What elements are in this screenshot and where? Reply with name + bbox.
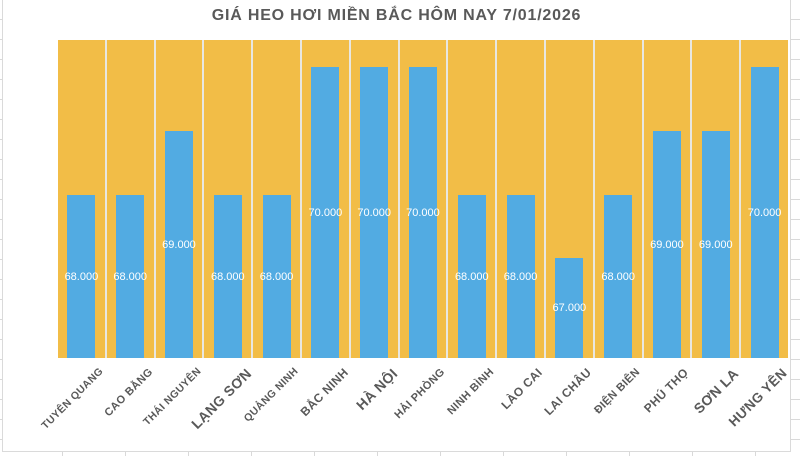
- bar[interactable]: 69.000: [162, 131, 196, 358]
- category-band: 68.000: [448, 40, 496, 358]
- bar[interactable]: 68.000: [65, 195, 98, 358]
- plot-area: 68.000 68.000 69.000 68.000 68.000 70.000 70.0…: [58, 40, 788, 358]
- category-band: 68.000: [594, 40, 642, 358]
- category-band: 68.000: [497, 40, 544, 358]
- category-band: 69.000: [643, 40, 691, 358]
- chart-title: GIÁ HEO HƠI MIỀN BẮC HÔM NAY 7/01/2026: [211, 7, 582, 24]
- category-band: 68.000: [58, 40, 105, 358]
- bar[interactable]: 68.000: [211, 195, 245, 358]
- bar-value-label: 67.000: [552, 302, 587, 314]
- bar[interactable]: 69.000: [650, 131, 684, 358]
- bar[interactable]: 68.000: [504, 195, 537, 358]
- bar-value-label: 69.000: [650, 238, 684, 251]
- bar-value-label: 68.000: [601, 270, 635, 283]
- category-band: 67.000: [545, 40, 593, 358]
- bar[interactable]: 68.000: [455, 195, 489, 358]
- bar[interactable]: 69.000: [699, 131, 733, 358]
- bar[interactable]: 70.000: [748, 67, 781, 358]
- category-band: 68.000: [106, 40, 154, 358]
- axis-category-label: TUYÊN QUANG: [39, 365, 107, 432]
- bar-value-label: 68.000: [259, 270, 294, 283]
- category-band: 70.000: [301, 40, 349, 358]
- bar-value-label: 69.000: [162, 238, 196, 251]
- bar[interactable]: 68.000: [113, 195, 147, 358]
- bar-value-label: 68.000: [64, 270, 99, 283]
- bar-value-label: 70.000: [406, 206, 440, 219]
- chart-area[interactable]: GIÁ HEO HƠI MIỀN BẮC HÔM NAY 7/01/2026 6…: [2, 0, 791, 452]
- bar[interactable]: 68.000: [260, 195, 293, 358]
- bar[interactable]: 70.000: [309, 67, 342, 358]
- x-axis-labels: TUYÊN QUANG CAO BẰNG THÁI NGUYÊN LẠNG SƠN QU…: [3, 0, 790, 451]
- bar[interactable]: 70.000: [357, 67, 391, 358]
- category-band: 68.000: [253, 40, 300, 358]
- bar-value-label: 68.000: [210, 270, 245, 283]
- bar-value-label: 70.000: [308, 206, 343, 219]
- bar-value-label: 70.000: [747, 206, 782, 219]
- bar[interactable]: 68.000: [601, 195, 635, 358]
- category-band: 70.000: [741, 40, 788, 358]
- bar[interactable]: 67.000: [553, 258, 586, 358]
- bar-value-label: 68.000: [454, 270, 489, 283]
- bar-value-label: 68.000: [503, 270, 538, 283]
- category-band: 69.000: [155, 40, 203, 358]
- bar[interactable]: 70.000: [406, 67, 440, 358]
- bar-value-label: 68.000: [113, 270, 148, 283]
- category-band: 70.000: [350, 40, 398, 358]
- bar-value-label: 69.000: [698, 238, 733, 251]
- bar-value-label: 70.000: [357, 206, 391, 219]
- category-band: 68.000: [204, 40, 252, 358]
- category-band: 69.000: [692, 40, 740, 358]
- category-band: 70.000: [399, 40, 447, 358]
